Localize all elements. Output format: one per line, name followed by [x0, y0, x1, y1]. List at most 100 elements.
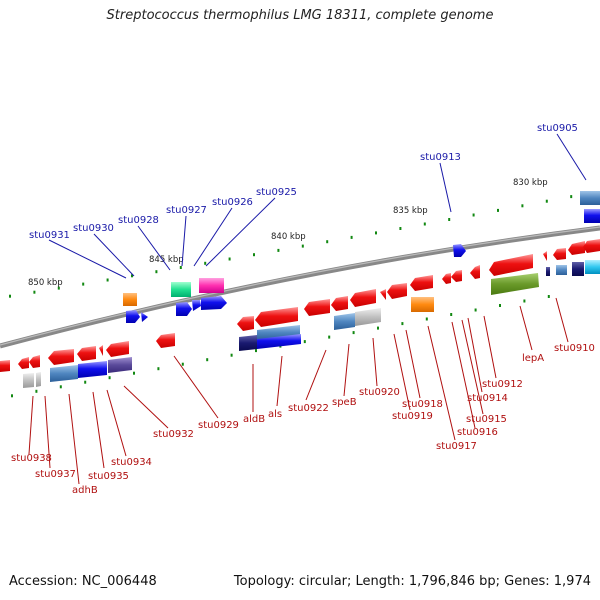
- minor-tick: [375, 231, 377, 235]
- gene-label-speb[interactable]: speB: [332, 397, 357, 408]
- gene-label-aldb[interactable]: aldB: [243, 414, 265, 425]
- gene-feature[interactable]: [451, 270, 462, 282]
- minor-tick: [155, 270, 158, 274]
- leader-line: [427, 325, 456, 441]
- gene-label-stu0937[interactable]: stu0937: [35, 469, 76, 480]
- gene-feature[interactable]: [171, 282, 191, 297]
- map-title: Streptococcus thermophilus LMG 18311, co…: [106, 8, 494, 23]
- gene-feature[interactable]: [556, 265, 567, 275]
- gene-feature[interactable]: [141, 312, 148, 322]
- gene-feature[interactable]: [334, 313, 355, 330]
- gene-feature[interactable]: [546, 267, 550, 276]
- minor-tick: [399, 227, 402, 230]
- gene-label-stu0938[interactable]: stu0938: [11, 453, 52, 464]
- gene-feature[interactable]: [491, 273, 539, 295]
- gene-label-stu0916[interactable]: stu0916: [457, 427, 498, 438]
- gene-label-stu0913[interactable]: stu0913: [420, 152, 461, 163]
- gene-feature[interactable]: [78, 361, 107, 378]
- gene-label-stu0910[interactable]: stu0910: [554, 343, 595, 354]
- gene-label-stu0919[interactable]: stu0919: [392, 411, 433, 422]
- leader-line: [555, 297, 569, 343]
- gene-feature[interactable]: [77, 346, 96, 361]
- gene-feature[interactable]: [99, 345, 103, 356]
- gene-feature[interactable]: [23, 373, 34, 388]
- inner-tick: [35, 389, 38, 393]
- leader-line: [44, 395, 51, 469]
- leader-line: [439, 162, 452, 213]
- gene-feature[interactable]: [568, 241, 585, 255]
- gene-feature[interactable]: [355, 308, 381, 326]
- gene-feature[interactable]: [0, 360, 10, 372]
- gene-feature[interactable]: [126, 310, 140, 323]
- gene-feature[interactable]: [411, 297, 434, 312]
- gene-feature[interactable]: [580, 191, 600, 205]
- gene-label-adhb[interactable]: adhB: [72, 485, 98, 496]
- gene-feature[interactable]: [585, 260, 600, 274]
- gene-label-stu0914[interactable]: stu0914: [467, 393, 508, 404]
- gene-label-stu0931[interactable]: stu0931: [29, 230, 70, 241]
- gene-feature[interactable]: [543, 251, 547, 261]
- gene-feature[interactable]: [48, 349, 74, 365]
- gene-label-stu0925[interactable]: stu0925: [256, 187, 297, 198]
- leader-line: [48, 239, 127, 279]
- leader-line: [173, 355, 219, 419]
- leader-line: [305, 349, 327, 401]
- gene-label-stu0930[interactable]: stu0930: [73, 223, 114, 234]
- gene-feature[interactable]: [572, 262, 584, 276]
- gene-label-stu0915[interactable]: stu0915: [466, 414, 507, 425]
- gene-label-stu0927[interactable]: stu0927: [166, 205, 207, 216]
- gene-label-lepa[interactable]: lepA: [522, 353, 544, 364]
- gene-label-stu0928[interactable]: stu0928: [118, 215, 159, 226]
- gene-feature[interactable]: [453, 244, 466, 257]
- gene-feature[interactable]: [380, 289, 386, 300]
- gene-label-stu0917[interactable]: stu0917: [436, 441, 477, 452]
- gene-feature[interactable]: [387, 283, 407, 299]
- gene-feature[interactable]: [584, 209, 600, 223]
- gene-feature[interactable]: [331, 296, 348, 311]
- gene-feature[interactable]: [50, 365, 78, 382]
- gene-label-stu0920[interactable]: stu0920: [359, 387, 400, 398]
- gene-label-stu0912[interactable]: stu0912: [482, 379, 523, 390]
- gene-feature[interactable]: [106, 341, 129, 357]
- gene-feature[interactable]: [410, 275, 433, 291]
- gene-label-stu0934[interactable]: stu0934: [111, 457, 152, 468]
- gene-feature[interactable]: [123, 293, 137, 306]
- gene-feature[interactable]: [470, 265, 480, 279]
- gene-feature[interactable]: [257, 334, 301, 349]
- gene-label-stu0932[interactable]: stu0932: [153, 429, 194, 440]
- minor-tick: [228, 257, 231, 261]
- gene-feature[interactable]: [36, 372, 41, 387]
- gene-feature[interactable]: [237, 316, 254, 331]
- minor-tick: [472, 213, 475, 217]
- leader-line: [372, 337, 378, 387]
- gene-label-stu0905[interactable]: stu0905: [537, 123, 578, 134]
- gene-feature[interactable]: [176, 302, 192, 316]
- gene-feature[interactable]: [442, 273, 451, 284]
- gene-feature[interactable]: [489, 254, 533, 276]
- gene-feature[interactable]: [192, 300, 201, 311]
- gene-feature[interactable]: [239, 335, 257, 351]
- gene-feature[interactable]: [201, 296, 227, 310]
- gene-feature[interactable]: [553, 248, 566, 260]
- gene-feature[interactable]: [304, 299, 330, 316]
- gene-label-stu0929[interactable]: stu0929: [198, 420, 239, 431]
- inner-tick: [108, 376, 111, 380]
- leader-line: [28, 395, 34, 455]
- gene-label-stu0935[interactable]: stu0935: [88, 471, 129, 482]
- gene-feature[interactable]: [108, 357, 132, 373]
- gene-label-stu0918[interactable]: stu0918: [402, 399, 443, 410]
- gene-feature[interactable]: [350, 289, 376, 307]
- inner-tick: [425, 317, 428, 321]
- gene-label-als[interactable]: als: [268, 409, 282, 420]
- inner-tick: [328, 335, 331, 339]
- leader-line: [519, 305, 533, 351]
- gene-feature[interactable]: [29, 355, 40, 368]
- gene-feature[interactable]: [583, 239, 600, 253]
- gene-feature[interactable]: [18, 357, 29, 369]
- gene-label-stu0926[interactable]: stu0926: [212, 197, 253, 208]
- gene-feature[interactable]: [156, 333, 175, 348]
- gene-feature[interactable]: [255, 307, 298, 327]
- gene-label-stu0922[interactable]: stu0922: [288, 403, 329, 414]
- gene-feature[interactable]: [199, 278, 224, 293]
- minor-tick: [9, 294, 11, 298]
